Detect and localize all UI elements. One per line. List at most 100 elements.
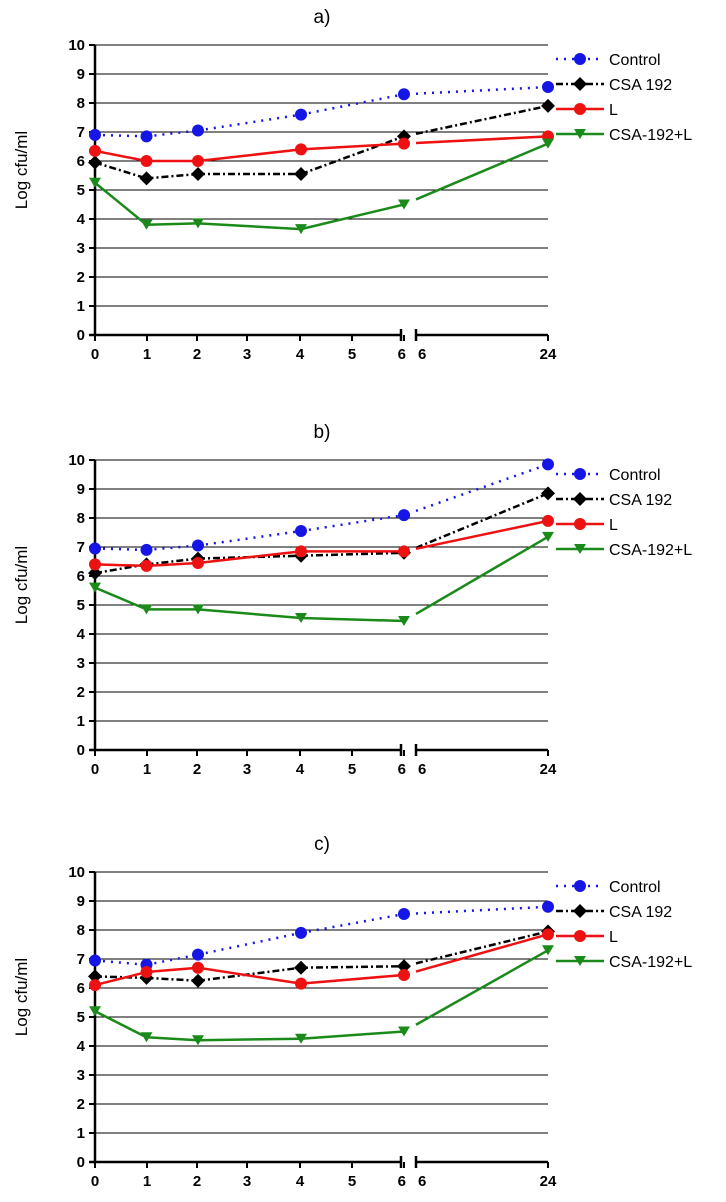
series-line-segment bbox=[300, 142, 405, 151]
y-tick-label: 9 bbox=[77, 481, 85, 498]
y-tick-label: 10 bbox=[68, 452, 85, 469]
data-point bbox=[89, 979, 101, 992]
y-tick-label: 3 bbox=[77, 240, 85, 257]
x-tick-label: 1 bbox=[143, 1173, 151, 1190]
y-axis-label: Log cfu/ml bbox=[12, 131, 31, 209]
series-line-segment bbox=[415, 463, 549, 513]
legend-marker bbox=[574, 880, 586, 892]
x-tick-label: 5 bbox=[348, 1173, 356, 1190]
series-line-segment bbox=[146, 1036, 199, 1042]
data-point bbox=[295, 977, 307, 990]
data-point bbox=[89, 542, 101, 555]
x-tick-label: 0 bbox=[91, 1173, 99, 1190]
data-point bbox=[192, 948, 204, 961]
legend-label: CSA 192 bbox=[609, 904, 672, 921]
data-point bbox=[398, 545, 410, 558]
y-tick-label: 1 bbox=[77, 1125, 85, 1142]
data-point bbox=[295, 525, 307, 538]
series-line-segment bbox=[197, 529, 302, 547]
series-line-segment bbox=[146, 129, 199, 138]
series-line-segment bbox=[415, 492, 549, 550]
series-line-segment bbox=[415, 85, 549, 95]
legend: Control CSA 192 L CSA-192+L bbox=[556, 467, 692, 559]
y-axis-label: Log cfu/ml bbox=[12, 958, 31, 1036]
x-tick-label: 3 bbox=[243, 1173, 251, 1190]
series-line-segment bbox=[300, 551, 405, 557]
data-point bbox=[295, 224, 307, 235]
series-line-segment bbox=[415, 905, 549, 915]
y-tick-label: 3 bbox=[77, 655, 85, 672]
x-tick-label: 1 bbox=[143, 761, 151, 778]
legend: Control CSA 192 L CSA-192+L bbox=[556, 52, 692, 144]
series-control bbox=[89, 900, 554, 971]
legend-label: L bbox=[609, 517, 618, 534]
y-tick-label: 5 bbox=[77, 597, 85, 614]
legend-label: Control bbox=[609, 879, 661, 896]
x-tick-label: 24 bbox=[540, 1173, 557, 1190]
y-tick-label: 0 bbox=[77, 1154, 85, 1171]
series-line-segment bbox=[300, 1030, 405, 1040]
legend-label: L bbox=[609, 929, 618, 946]
x-tick-label: 4 bbox=[296, 1173, 305, 1190]
data-point bbox=[89, 582, 101, 593]
series-l bbox=[89, 514, 554, 572]
data-point bbox=[139, 171, 154, 186]
y-tick-label: 8 bbox=[77, 922, 85, 939]
series-line-segment bbox=[146, 557, 199, 566]
series-line-segment bbox=[146, 976, 199, 982]
x-tick-label: 24 bbox=[540, 761, 557, 778]
legend-label: L bbox=[609, 102, 618, 119]
data-point bbox=[140, 1032, 153, 1043]
legend-item: CSA 192 bbox=[556, 904, 672, 921]
series-line-segment bbox=[197, 148, 302, 163]
x-tick-label: 24 bbox=[540, 346, 557, 363]
y-tick-label: 2 bbox=[77, 684, 85, 701]
x-tick-label: 1 bbox=[143, 346, 151, 363]
y-tick-label: 8 bbox=[77, 510, 85, 527]
data-point bbox=[542, 531, 554, 542]
series-line-segment bbox=[300, 965, 405, 969]
series-line-segment bbox=[197, 113, 302, 132]
series-line-segment bbox=[146, 561, 199, 568]
series-line-segment bbox=[197, 966, 302, 982]
legend-item: CSA 192 bbox=[556, 492, 672, 509]
data-point bbox=[398, 968, 410, 981]
data-point bbox=[295, 613, 307, 624]
series-line-segment bbox=[415, 933, 549, 973]
data-point bbox=[89, 177, 101, 188]
series-line-segment bbox=[197, 222, 302, 231]
data-point bbox=[140, 219, 153, 230]
x-tick-label: 6 bbox=[418, 761, 426, 778]
panel-title: b) bbox=[314, 422, 331, 443]
y-tick-label: 6 bbox=[77, 153, 85, 170]
y-tick-label: 9 bbox=[77, 893, 85, 910]
data-point bbox=[192, 1035, 204, 1046]
series-csa-192 bbox=[88, 98, 555, 186]
data-point bbox=[398, 88, 410, 101]
series-line-segment bbox=[197, 966, 302, 985]
y-tick-label: 6 bbox=[77, 980, 85, 997]
legend-label: Control bbox=[609, 467, 661, 484]
data-point bbox=[398, 509, 410, 522]
legend-marker bbox=[574, 518, 586, 530]
series-line-segment bbox=[94, 970, 147, 987]
x-tick-label: 3 bbox=[243, 761, 251, 778]
series-line-segment bbox=[94, 959, 147, 967]
legend-label: CSA 192 bbox=[609, 492, 672, 509]
legend-item: Control bbox=[556, 467, 661, 484]
legend-label: CSA-192+L bbox=[609, 954, 692, 971]
series-line-segment bbox=[300, 93, 405, 116]
y-axis-label: Log cfu/ml bbox=[12, 546, 31, 624]
x-tick-label: 0 bbox=[91, 346, 99, 363]
data-point bbox=[294, 960, 308, 975]
series-line-segment bbox=[415, 104, 549, 136]
series-line-segment bbox=[197, 931, 302, 956]
data-point bbox=[140, 604, 153, 615]
data-point bbox=[88, 155, 102, 170]
legend-label: Control bbox=[609, 52, 661, 69]
y-tick-label: 8 bbox=[77, 95, 85, 112]
legend-marker bbox=[574, 53, 586, 65]
y-tick-label: 6 bbox=[77, 568, 85, 585]
